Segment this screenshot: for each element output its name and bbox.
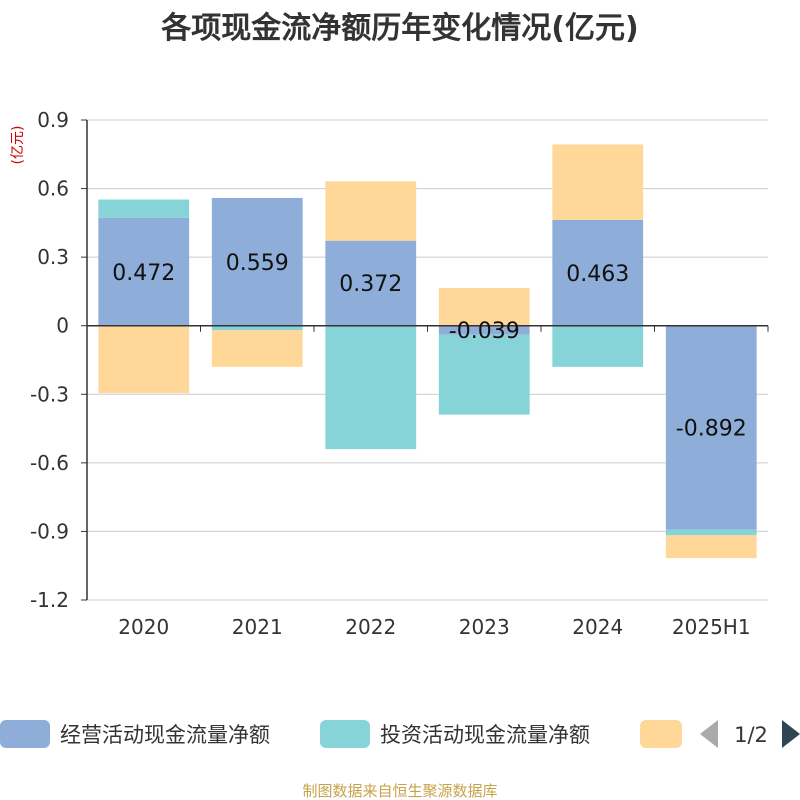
legend-label-operating: 经营活动现金流量净额: [60, 723, 270, 747]
legend-swatch-operating: [0, 720, 50, 748]
bar-segment-2023-s1: [438, 334, 530, 415]
legend-pager: 1/2: [734, 723, 768, 747]
data-label-2020: 0.472: [112, 261, 175, 286]
bar-segment-2022-s0: [325, 240, 417, 326]
legend-swatch-financing: [640, 720, 682, 748]
legend-swatch-investing: [320, 720, 370, 748]
y-axis-unit: (亿元): [10, 126, 26, 165]
x-tick-label: 2020: [118, 615, 169, 639]
legend-item-investing[interactable]: 投资活动现金流量净额: [320, 720, 590, 748]
y-tick-label: -0.9: [30, 519, 69, 543]
axes: 0.9 0.6 0.3 0 -0.3 -0.6 -0.9 -1.2 2020 2021 2022 20…: [30, 108, 769, 639]
chart-title: 各项现金流净额历年变化情况(亿元): [160, 11, 638, 46]
legend-label-investing: 投资活动现金流量净额: [380, 723, 590, 747]
y-tick-label: 0.6: [37, 177, 69, 201]
bar-segment-2023-s2: [438, 288, 530, 326]
data-labels: 0.472 0.559 0.372 -0.039 0.463 -0.892: [112, 251, 746, 442]
x-tick-label: 2025H1: [672, 615, 751, 639]
bar-segment-2022-s2: [325, 181, 417, 241]
bar-segment-2020-s1: [98, 199, 190, 218]
legend-item-financing[interactable]: [640, 720, 682, 748]
y-tick-label: 0.3: [37, 245, 69, 269]
grid: [87, 119, 768, 601]
bar-segment-2022-s1: [325, 325, 417, 450]
bar-segment-2024-s2: [552, 144, 644, 220]
x-tick-label: 2022: [345, 615, 396, 639]
bar-segment-2024-s1: [552, 325, 644, 367]
y-tick-label: -0.3: [30, 382, 69, 406]
data-label-2025H1: -0.892: [676, 417, 747, 442]
bar-segment-2023-s0: [438, 325, 530, 335]
bar-segment-2021-s2: [211, 330, 303, 367]
data-label-2024: 0.463: [566, 262, 629, 287]
y-tick-label: -0.6: [30, 451, 69, 475]
bar-segment-2025H1-s2: [665, 535, 757, 559]
x-tick-label: 2021: [232, 615, 283, 639]
source-note: 制图数据来自恒生聚源数据库: [302, 782, 497, 800]
bar-segment-2025H1-s1: [665, 529, 757, 536]
bar-segment-2020-s0: [98, 217, 190, 326]
bar-segment-2021-s0: [211, 197, 303, 326]
y-tick-label: 0.9: [37, 108, 69, 132]
data-label-2022: 0.372: [339, 272, 402, 297]
legend-item-operating[interactable]: 经营活动现金流量净额: [0, 720, 270, 748]
legend: 经营活动现金流量净额 投资活动现金流量净额 1/2: [0, 720, 800, 748]
legend-prev-page-icon[interactable]: [700, 720, 718, 748]
data-label-2023: -0.039: [449, 319, 520, 344]
legend-next-page-icon[interactable]: [782, 720, 800, 748]
bars: [98, 144, 757, 559]
bar-segment-2020-s2: [98, 325, 190, 394]
x-tick-label: 2023: [459, 615, 510, 639]
data-label-2021: 0.559: [226, 251, 289, 276]
bar-segment-2024-s0: [552, 219, 644, 326]
x-tick-label: 2024: [572, 615, 623, 639]
bar-segment-2025H1-s0: [665, 325, 757, 530]
y-tick-label: -1.2: [30, 588, 69, 612]
bar-segment-2021-s1: [211, 325, 303, 331]
y-tick-label: 0: [56, 314, 69, 338]
